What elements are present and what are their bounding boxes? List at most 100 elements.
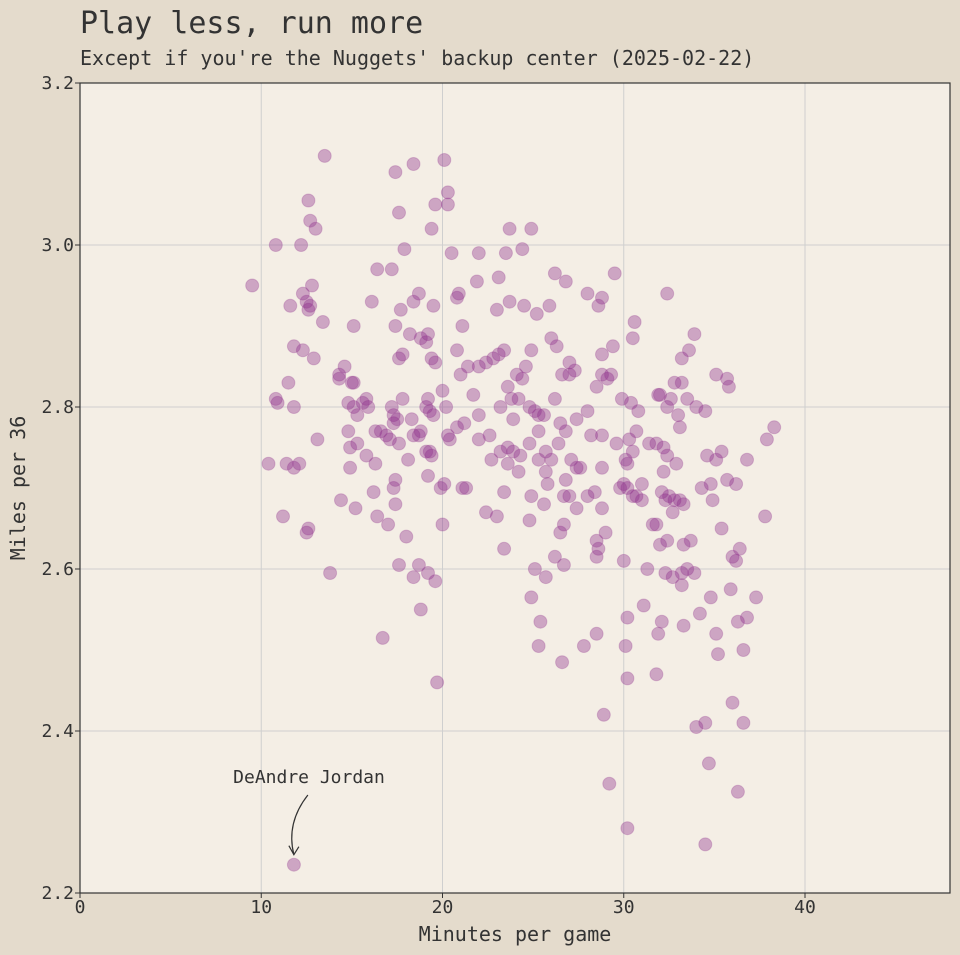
data-point [440, 197, 455, 212]
data-point [595, 501, 609, 516]
data-point [674, 566, 689, 580]
data-point [616, 477, 631, 491]
data-point [513, 448, 528, 463]
data-point [564, 452, 579, 467]
data-point [522, 400, 537, 414]
data-point [489, 302, 504, 317]
data-point [682, 343, 696, 358]
data-point [698, 715, 713, 730]
x-tick-label: 30 [613, 897, 635, 918]
data-point [419, 400, 434, 414]
data-point [493, 444, 508, 459]
data-point [683, 533, 698, 548]
data-point [457, 416, 472, 431]
data-point [334, 493, 348, 508]
data-point [669, 456, 684, 471]
data-point [595, 367, 609, 382]
data-point [392, 205, 406, 220]
data-point [556, 489, 571, 504]
data-point [281, 375, 296, 390]
chart-subtitle: Except if you're the Nuggets' backup cen… [80, 46, 754, 70]
data-point [355, 395, 370, 410]
data-point [395, 391, 410, 406]
data-point [714, 521, 729, 536]
data-point [364, 294, 379, 309]
data-point [419, 444, 434, 459]
data-point [455, 319, 470, 333]
data-point [625, 331, 640, 346]
data-point [701, 756, 716, 771]
data-point [294, 238, 309, 252]
data-point [547, 266, 562, 281]
x-axis-label: Minutes per game [419, 922, 612, 946]
data-point [411, 286, 426, 301]
y-tick-label: 2.4 [41, 721, 74, 742]
data-point [658, 566, 673, 580]
data-point [553, 416, 568, 431]
data-point [598, 525, 613, 540]
data-point [395, 347, 410, 362]
data-point [491, 347, 506, 362]
data-point [295, 343, 310, 358]
data-point [522, 436, 537, 451]
data-point [569, 460, 584, 475]
data-point [382, 432, 397, 447]
data-point [591, 298, 606, 313]
data-point [620, 481, 635, 495]
data-point [489, 509, 504, 524]
y-tick-label: 2.8 [41, 397, 74, 418]
data-point [614, 391, 629, 406]
data-point [493, 400, 508, 414]
y-tick-label: 3.0 [41, 235, 74, 256]
data-point [404, 412, 419, 427]
x-tick-label: 0 [75, 897, 86, 918]
data-point [323, 566, 338, 580]
data-point [676, 497, 691, 512]
data-point [653, 387, 667, 402]
y-tick-label: 3.2 [41, 73, 74, 94]
data-point [674, 351, 689, 366]
data-point [634, 477, 649, 491]
data-point [591, 541, 606, 556]
data-point [589, 533, 604, 548]
data-point [660, 400, 675, 414]
data-point [268, 391, 283, 406]
data-point [411, 558, 426, 572]
data-point [692, 606, 707, 621]
data-point [549, 339, 564, 354]
data-point [497, 485, 512, 500]
data-point [406, 294, 421, 309]
data-point [386, 481, 401, 495]
data-point [709, 626, 724, 641]
data-point [439, 400, 454, 414]
data-point [665, 570, 680, 585]
data-point [689, 400, 704, 414]
data-point [368, 424, 383, 439]
data-point [662, 489, 677, 504]
data-point [604, 367, 619, 382]
data-point [440, 428, 455, 443]
data-point [453, 367, 468, 382]
data-point [299, 525, 314, 540]
data-point [471, 408, 486, 423]
data-point [749, 590, 764, 605]
data-point [424, 448, 439, 463]
data-point [397, 242, 412, 257]
data-point [471, 432, 486, 447]
data-point [589, 626, 604, 641]
data-point [337, 359, 352, 374]
data-point [562, 367, 577, 382]
data-point [479, 355, 493, 370]
data-point [370, 509, 385, 524]
data-point [558, 472, 573, 487]
data-point [301, 193, 316, 208]
data-point [651, 387, 666, 402]
data-point [705, 493, 720, 508]
data-point [482, 428, 497, 443]
data-point [428, 574, 443, 589]
data-point [444, 246, 459, 261]
y-axis-label: Miles per 36 [6, 416, 30, 561]
data-point [460, 359, 475, 374]
data-point [459, 481, 474, 495]
